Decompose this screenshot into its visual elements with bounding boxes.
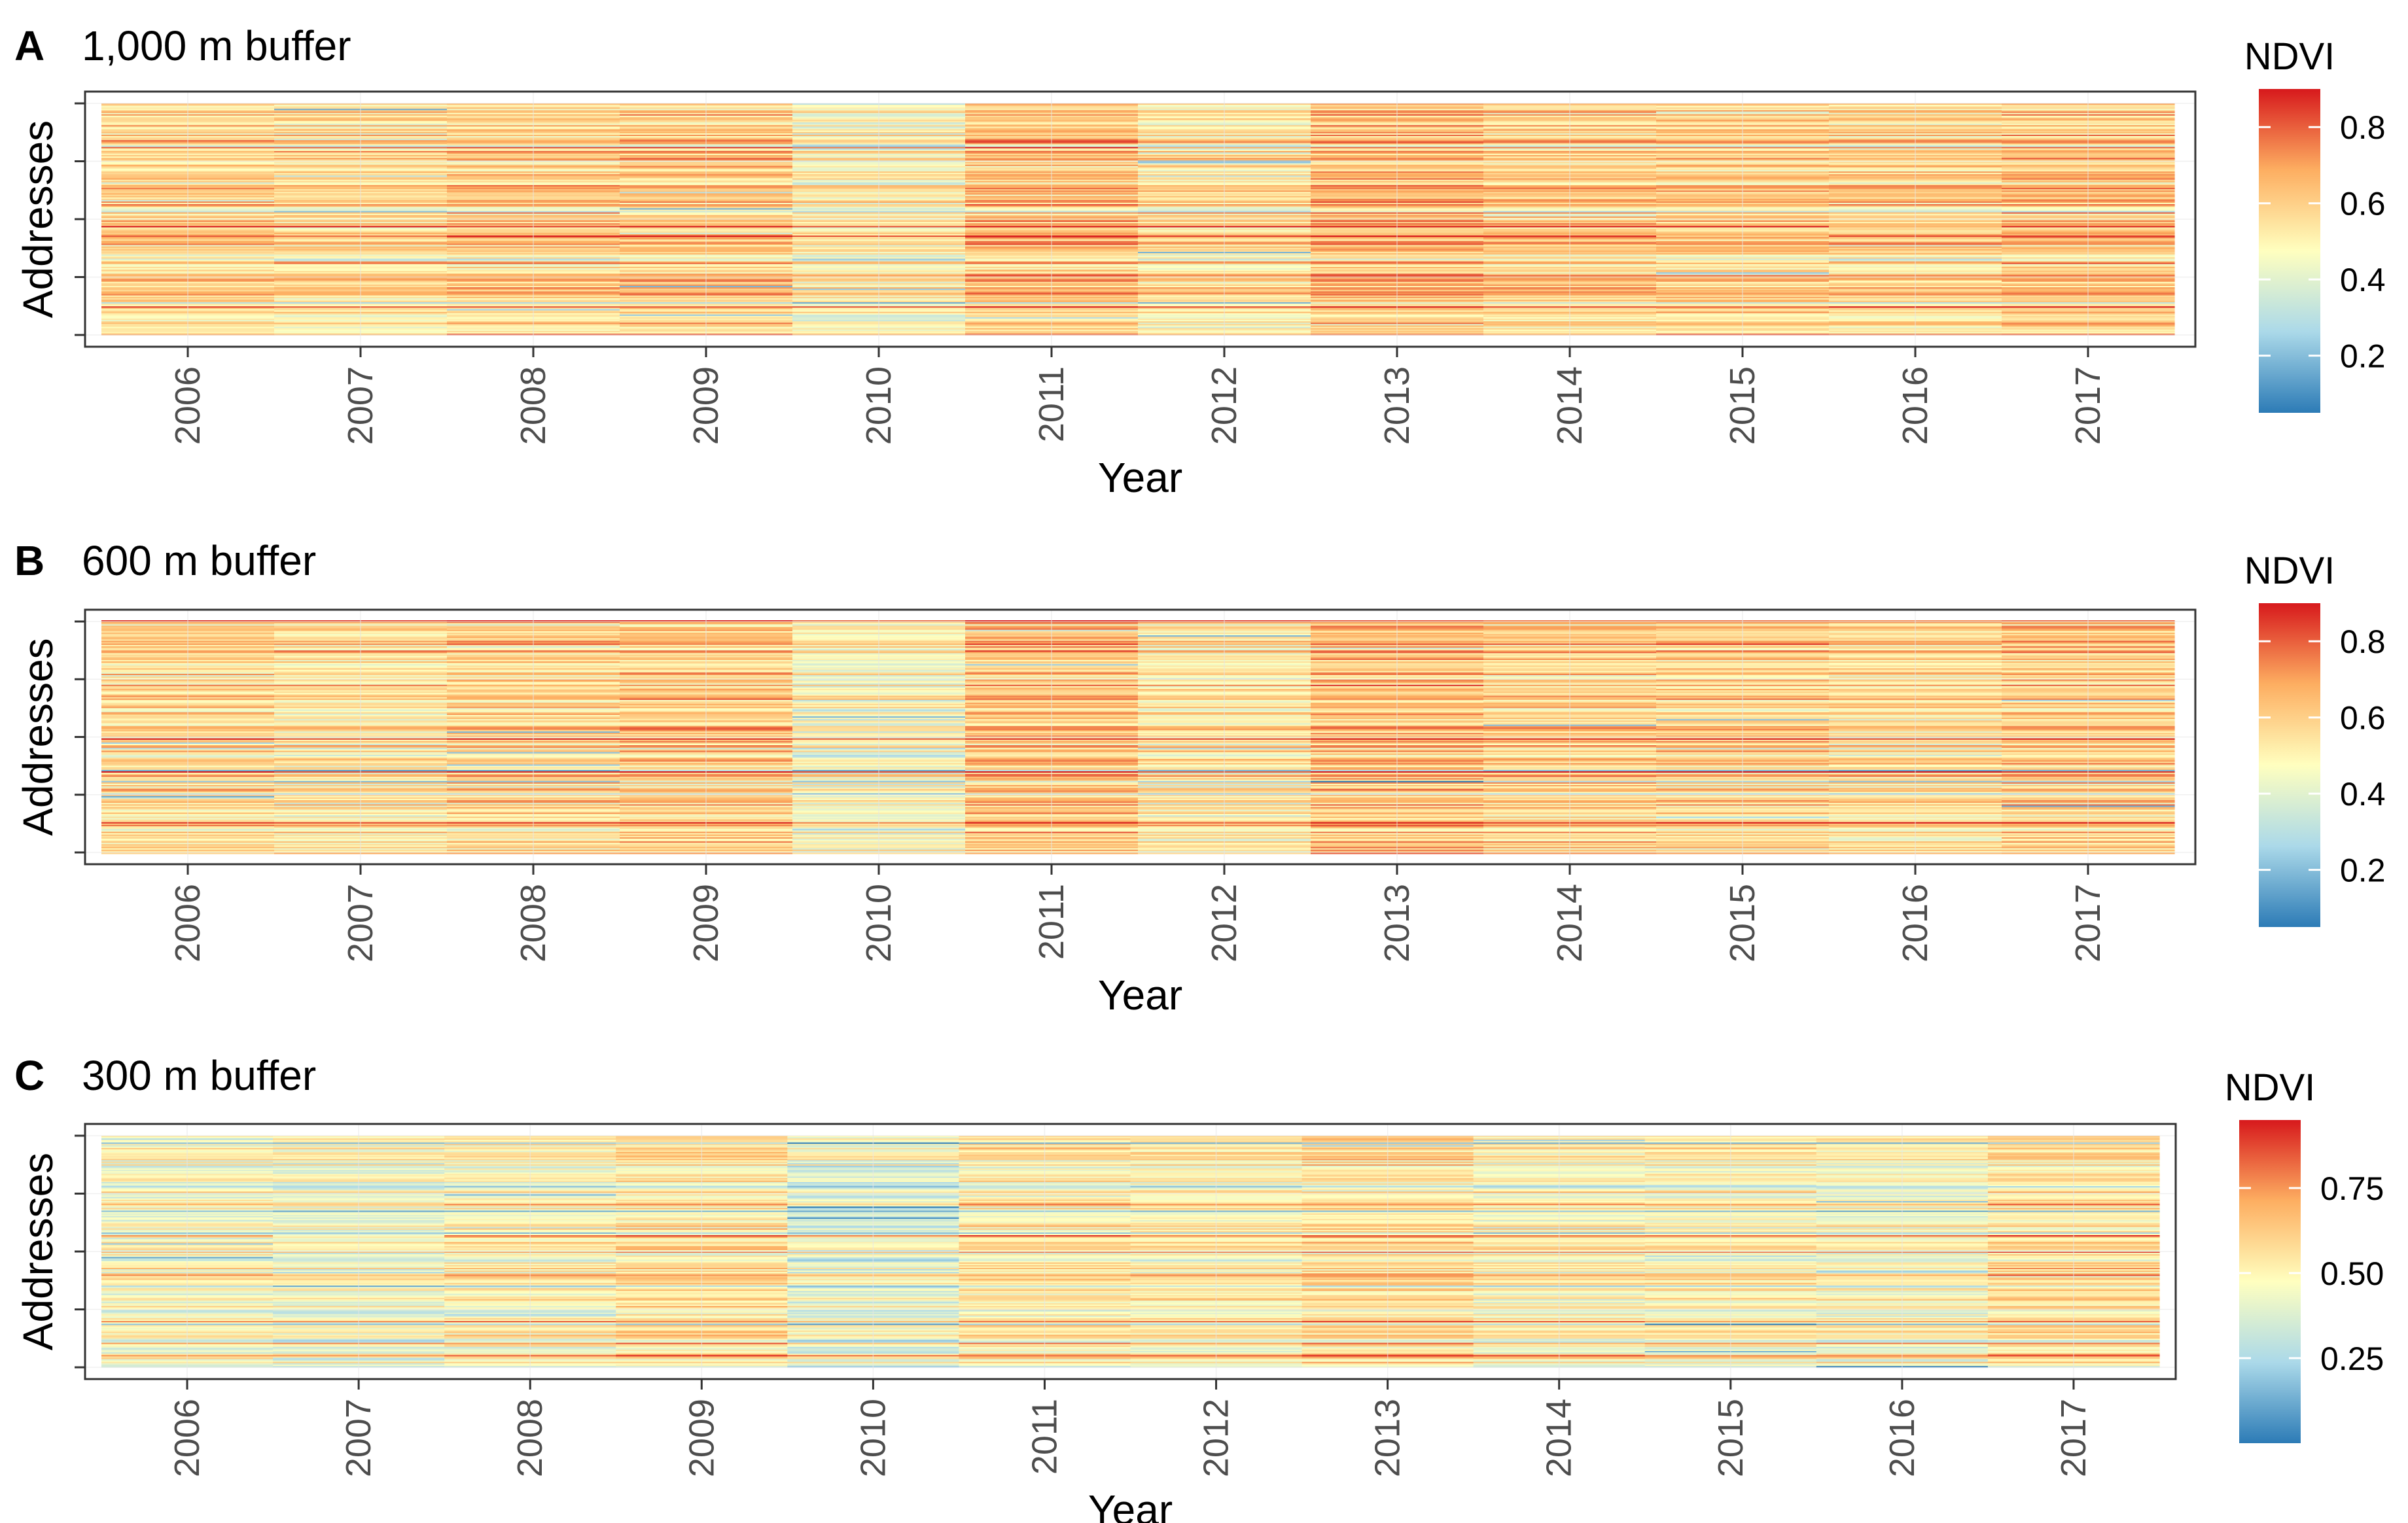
x-tick-label-2013: 2013: [1377, 366, 1417, 445]
panel-title: 1,000 m buffer: [82, 22, 351, 69]
panel-letter: C: [14, 1052, 44, 1099]
x-tick-label-2010: 2010: [859, 884, 898, 962]
x-tick-label-2015: 2015: [1723, 884, 1762, 962]
panel-title: 300 m buffer: [82, 1052, 316, 1099]
colorbar-tick-label: 0.4: [2340, 262, 2386, 298]
y-axis-label: Addresses: [14, 120, 62, 318]
x-tick-label-2009: 2009: [686, 884, 726, 962]
legend-title: NDVI: [2244, 35, 2335, 78]
colorbar-tick-label: 0.8: [2340, 623, 2386, 660]
x-tick-label-2014: 2014: [1550, 884, 1589, 962]
x-tick-label-2012: 2012: [1205, 366, 1244, 445]
legend-title: NDVI: [2244, 550, 2335, 592]
panels-root: A 1,000 m buffer Addresses 2006 2007 2008 2009…: [14, 22, 2386, 1523]
panel-a: A 1,000 m buffer Addresses 2006 2007 2008 2009…: [14, 22, 2386, 501]
x-tick-label-2011: 2011: [1032, 366, 1071, 442]
colorbar: [2259, 89, 2320, 413]
x-tick-label-2013: 2013: [1377, 884, 1417, 962]
colorbar-tick-label: 0.4: [2340, 776, 2386, 813]
panel-title: 600 m buffer: [82, 537, 316, 584]
x-tick-label-2015: 2015: [1723, 366, 1762, 445]
panel-b: B 600 m buffer Addresses 2006 2007 2008 2009 20…: [14, 537, 2386, 1019]
panel-letter: A: [14, 22, 44, 69]
colorbar: [2259, 603, 2320, 927]
x-tick-label-2016: 2016: [1896, 366, 1935, 445]
x-tick-label-2008: 2008: [514, 366, 553, 445]
colorbar-tick-label: 0.2: [2340, 852, 2386, 889]
x-tick-label-2006: 2006: [168, 366, 207, 445]
x-axis-label: Year: [1098, 454, 1182, 501]
x-tick-label-2008: 2008: [514, 884, 553, 962]
x-tick-label-2011: 2011: [1032, 884, 1071, 960]
y-axis-label: Addresses: [14, 638, 62, 835]
x-tick-label-2009: 2009: [686, 366, 726, 445]
grid-lines: [85, 610, 2195, 864]
x-tick-label-2014: 2014: [1550, 366, 1589, 445]
colorbar-tick-label: 0.6: [2340, 186, 2386, 222]
x-tick-label-2007: 2007: [341, 366, 380, 445]
colorbar-tick-label: 0.2: [2340, 338, 2386, 375]
x-tick-label-2012: 2012: [1205, 884, 1244, 962]
x-tick-label-2016: 2016: [1896, 884, 1935, 962]
colorbar-tick-label: 0.6: [2340, 700, 2386, 737]
x-tick-label-2017: 2017: [2068, 884, 2108, 962]
x-tick-label-2006: 2006: [168, 884, 207, 962]
colorbar-tick-label: 0.8: [2340, 109, 2386, 146]
x-tick-label-2007: 2007: [341, 884, 380, 962]
panel-letter: B: [14, 537, 44, 584]
x-axis-label: Year: [1098, 972, 1182, 1019]
x-tick-label-2010: 2010: [859, 366, 898, 445]
grid-lines: [85, 92, 2195, 347]
x-tick-label-2017: 2017: [2068, 366, 2108, 445]
